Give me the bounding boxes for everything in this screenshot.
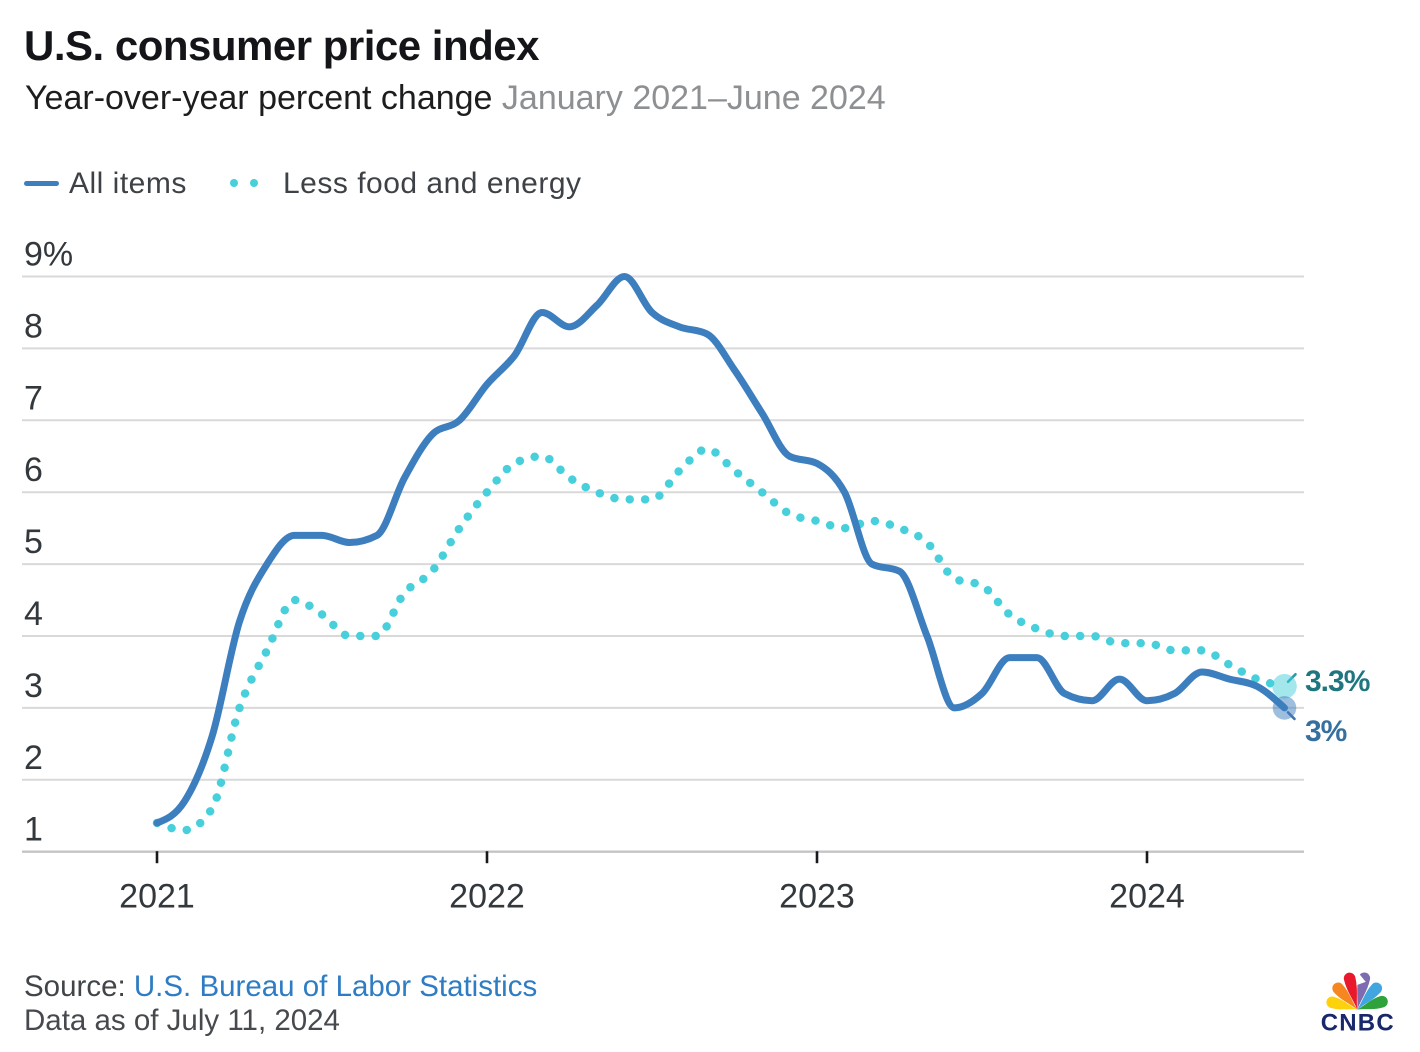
svg-text:6: 6	[24, 451, 43, 489]
svg-text:2024: 2024	[1109, 878, 1185, 916]
svg-text:1: 1	[24, 811, 43, 849]
svg-text:2023: 2023	[779, 878, 855, 916]
svg-text:3.3%: 3.3%	[1305, 665, 1370, 698]
svg-text:CNBC: CNBC	[1321, 1009, 1395, 1036]
svg-text:2022: 2022	[449, 878, 525, 916]
svg-text:8: 8	[24, 307, 43, 345]
svg-text:2021: 2021	[119, 878, 195, 916]
svg-text:2: 2	[24, 739, 43, 777]
svg-text:7: 7	[24, 379, 43, 417]
svg-text:5: 5	[24, 523, 43, 561]
svg-text:4: 4	[24, 595, 43, 633]
svg-text:3: 3	[24, 667, 43, 705]
svg-text:9%: 9%	[24, 236, 73, 274]
svg-text:3%: 3%	[1305, 715, 1347, 748]
